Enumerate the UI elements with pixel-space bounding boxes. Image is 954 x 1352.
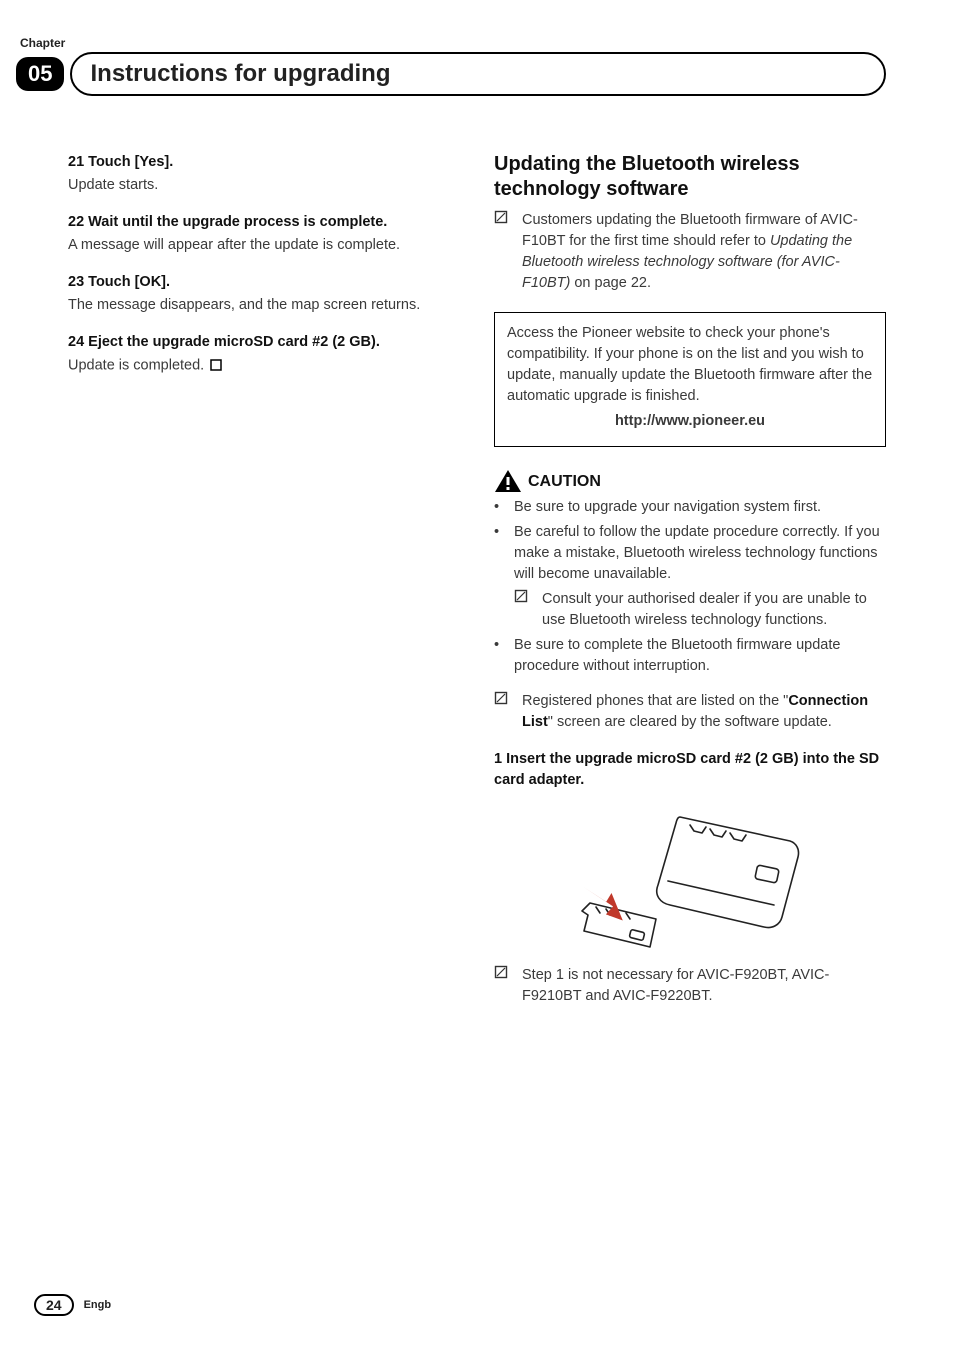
registered-note-row: Registered phones that are listed on the… bbox=[494, 691, 886, 733]
step-24-body-text: Update is completed. bbox=[68, 357, 204, 373]
bullet-dot-icon: • bbox=[494, 635, 514, 656]
header-title-container: Instructions for upgrading bbox=[70, 52, 886, 96]
step-23-body: The message disappears, and the map scre… bbox=[68, 295, 460, 316]
sd-adapter-illustration bbox=[560, 807, 820, 957]
caution-list: • Be sure to upgrade your navigation sys… bbox=[494, 497, 886, 677]
caution-item-2: • Be careful to follow the update proced… bbox=[494, 522, 886, 585]
step-1-note-text: Step 1 is not necessary for AVIC-F920BT,… bbox=[522, 965, 886, 1007]
chapter-number-badge: 05 bbox=[16, 57, 64, 91]
square-bullet-icon bbox=[494, 965, 522, 986]
info-box-text: Access the Pioneer website to check your… bbox=[507, 323, 873, 407]
warning-icon bbox=[494, 469, 522, 493]
step-21-head: 21 Touch [Yes]. bbox=[68, 152, 460, 173]
info-box: Access the Pioneer website to check your… bbox=[494, 312, 886, 447]
caution-item-1-text: Be sure to upgrade your navigation syste… bbox=[514, 497, 821, 518]
intro-note-text: Customers updating the Bluetooth firmwar… bbox=[522, 210, 886, 294]
header-row: 05 Instructions for upgrading bbox=[16, 52, 886, 96]
page-number: 24 bbox=[34, 1294, 74, 1316]
info-box-url: http://www.pioneer.eu bbox=[507, 411, 873, 432]
intro-note-post: on page 22. bbox=[570, 275, 651, 291]
page-footer: 24 Engb bbox=[34, 1294, 111, 1316]
caution-label: CAUTION bbox=[528, 470, 601, 493]
end-mark-icon bbox=[210, 355, 222, 376]
step-22-head: 22 Wait until the upgrade process is com… bbox=[68, 212, 460, 233]
right-column: Updating the Bluetooth wireless technolo… bbox=[494, 152, 886, 1007]
chapter-title: Instructions for upgrading bbox=[90, 60, 390, 88]
caution-subitem: Consult your authorised dealer if you ar… bbox=[514, 589, 886, 631]
registered-note-text: Registered phones that are listed on the… bbox=[522, 691, 886, 733]
step-24-head: 24 Eject the upgrade microSD card #2 (2 … bbox=[68, 332, 460, 353]
registered-note-pre: Registered phones that are listed on the… bbox=[522, 693, 788, 709]
caution-item-3-text: Be sure to complete the Bluetooth firmwa… bbox=[514, 635, 886, 677]
bullet-dot-icon: • bbox=[494, 497, 514, 518]
left-column: 21 Touch [Yes]. Update starts. 22 Wait u… bbox=[68, 152, 460, 1007]
caution-subitem-text: Consult your authorised dealer if you ar… bbox=[542, 589, 886, 631]
step-21-body: Update starts. bbox=[68, 175, 460, 196]
step-1-note-row: Step 1 is not necessary for AVIC-F920BT,… bbox=[494, 965, 886, 1007]
caution-item-2-text: Be careful to follow the update procedur… bbox=[514, 522, 886, 585]
caution-header: CAUTION bbox=[494, 469, 886, 493]
registered-note: Registered phones that are listed on the… bbox=[494, 691, 886, 733]
registered-note-post: " screen are cleared by the software upd… bbox=[548, 714, 832, 730]
content-columns: 21 Touch [Yes]. Update starts. 22 Wait u… bbox=[68, 152, 886, 1007]
intro-note-row: Customers updating the Bluetooth firmwar… bbox=[494, 210, 886, 294]
step-23-head: 23 Touch [OK]. bbox=[68, 272, 460, 293]
step-1-instruction: 1 Insert the upgrade microSD card #2 (2 … bbox=[494, 749, 886, 791]
square-bullet-icon bbox=[494, 210, 522, 231]
footer-language: Engb bbox=[84, 1299, 112, 1311]
step-24-body: Update is completed. bbox=[68, 355, 460, 376]
step-22-body: A message will appear after the update i… bbox=[68, 235, 460, 256]
caution-item-1: • Be sure to upgrade your navigation sys… bbox=[494, 497, 886, 518]
chapter-label: Chapter bbox=[20, 36, 886, 50]
section-title: Updating the Bluetooth wireless technolo… bbox=[494, 152, 886, 202]
square-bullet-icon bbox=[514, 589, 542, 610]
caution-item-3: • Be sure to complete the Bluetooth firm… bbox=[494, 635, 886, 677]
square-bullet-icon bbox=[494, 691, 522, 712]
bullet-dot-icon: • bbox=[494, 522, 514, 543]
